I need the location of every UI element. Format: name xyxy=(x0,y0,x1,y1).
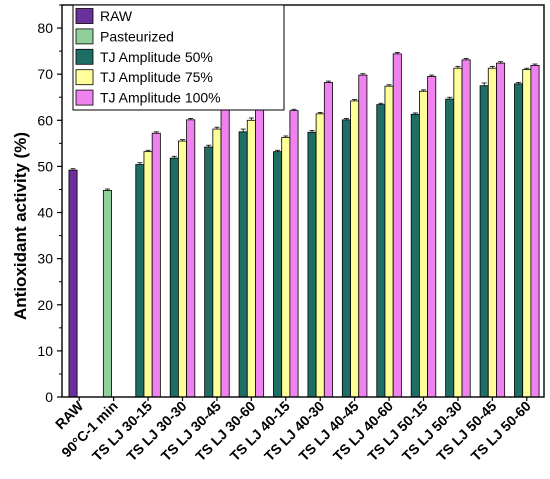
y-tick-label: 0 xyxy=(45,389,53,405)
bar-tj-amplitude-75--8 xyxy=(350,100,360,398)
legend-swatch xyxy=(75,28,94,45)
bar-tj-amplitude-100--7 xyxy=(323,82,333,398)
bar-tj-amplitude-100--11 xyxy=(461,59,471,398)
y-tick-label: 40 xyxy=(37,205,53,221)
bar-tj-amplitude-75--7 xyxy=(315,113,325,398)
bar-tj-amplitude-50--11 xyxy=(445,98,455,398)
legend-label: RAW xyxy=(100,8,133,24)
bar-tj-amplitude-75--13 xyxy=(522,69,532,398)
bar-tj-amplitude-50--12 xyxy=(479,85,489,398)
bar-tj-amplitude-75--3 xyxy=(177,140,187,398)
bar-tj-amplitude-75--5 xyxy=(246,119,256,398)
bar-tj-amplitude-50--13 xyxy=(514,83,524,398)
legend-label: Pasteurized xyxy=(100,28,174,44)
bar-tj-amplitude-50--3 xyxy=(169,157,179,398)
bar-tj-amplitude-100--10 xyxy=(427,76,437,398)
bar-tj-amplitude-75--4 xyxy=(212,128,222,398)
bar-tj-amplitude-50--8 xyxy=(341,119,351,398)
bar-raw-0 xyxy=(68,169,78,398)
legend-swatch xyxy=(75,69,94,86)
bar-tj-amplitude-100--6 xyxy=(289,110,299,398)
y-tick-label: 10 xyxy=(37,343,53,359)
legend-box xyxy=(72,4,285,111)
bar-tj-amplitude-75--11 xyxy=(453,67,463,398)
bar-tj-amplitude-75--12 xyxy=(487,67,497,398)
legend-label: TJ Amplitude 75% xyxy=(100,69,213,85)
bar-tj-amplitude-50--6 xyxy=(273,151,283,398)
legend-label: TJ Amplitude 100% xyxy=(100,90,221,106)
bar-tj-amplitude-75--2 xyxy=(143,151,153,398)
bar-tj-amplitude-50--10 xyxy=(410,113,420,398)
bar-tj-amplitude-100--5 xyxy=(255,87,265,398)
bar-tj-amplitude-100--9 xyxy=(392,53,402,398)
bar-tj-amplitude-50--2 xyxy=(135,164,145,398)
y-tick-label: 80 xyxy=(37,20,53,36)
bar-pasteurized-1 xyxy=(102,189,112,398)
y-tick-label: 20 xyxy=(37,297,53,313)
bar-tj-amplitude-100--2 xyxy=(151,132,161,398)
bar-tj-amplitude-50--5 xyxy=(238,131,248,398)
y-axis-title: Antioxidant activity (%) xyxy=(11,132,30,320)
bar-tj-amplitude-75--9 xyxy=(384,85,394,398)
bar-tj-amplitude-50--4 xyxy=(204,146,214,398)
y-tick-label: 60 xyxy=(37,112,53,128)
bar-tj-amplitude-100--13 xyxy=(530,65,540,398)
legend-swatch xyxy=(75,89,94,106)
legend: RAW Pasteurized TJ Amplitude 50% TJ Amplitu… xyxy=(72,4,285,111)
bar-tj-amplitude-100--4 xyxy=(220,104,230,398)
bar-tj-amplitude-50--7 xyxy=(307,131,317,398)
legend-label: TJ Amplitude 50% xyxy=(100,49,213,65)
bar-tj-amplitude-100--12 xyxy=(496,62,506,398)
y-tick-label: 50 xyxy=(37,158,53,174)
plot-frame xyxy=(61,4,545,398)
y-tick-label: 70 xyxy=(37,66,53,82)
legend-swatch xyxy=(75,8,94,24)
bar-tj-amplitude-50--9 xyxy=(376,104,386,398)
bar-tj-amplitude-75--6 xyxy=(281,136,291,398)
bar-tj-amplitude-100--8 xyxy=(358,74,368,398)
bar-tj-amplitude-75--10 xyxy=(418,90,428,398)
y-tick-label: 30 xyxy=(37,251,53,267)
bar-tj-amplitude-100--3 xyxy=(186,119,196,398)
legend-swatch xyxy=(75,48,94,65)
